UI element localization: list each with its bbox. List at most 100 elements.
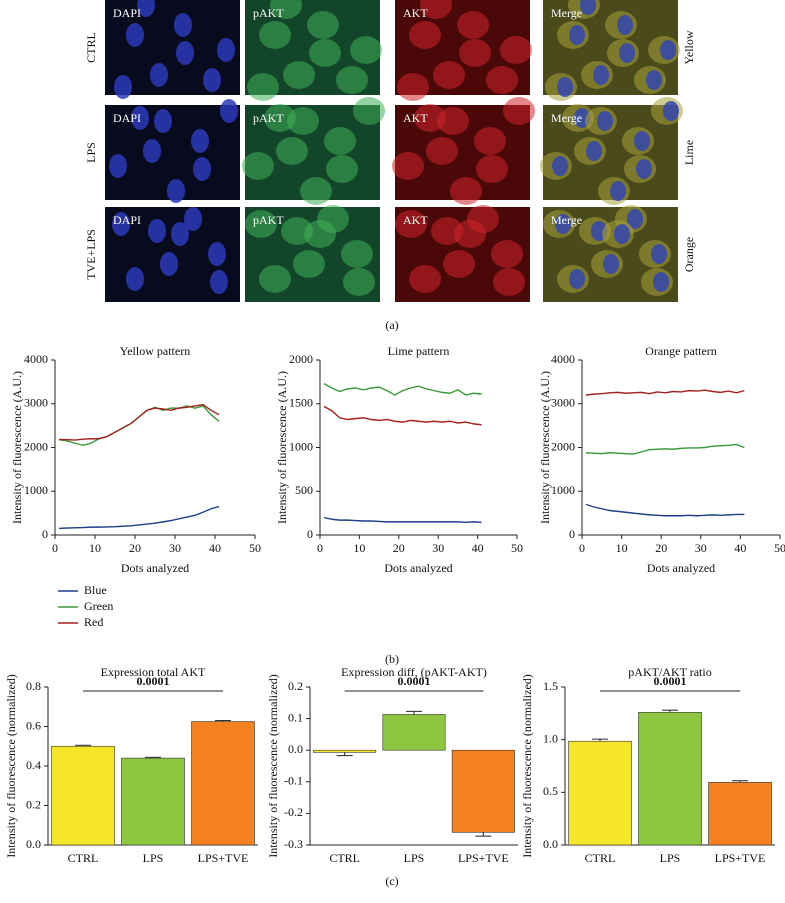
x-tick-label: 0 [579,541,585,555]
panel-caption: (b) [385,652,399,666]
row-label: CTRL [84,32,98,63]
nucleus [663,101,679,121]
y-tick-label: 500 [295,483,313,497]
nucleus [593,65,609,85]
y-tick-label: 0.5 [543,784,558,798]
cell [324,127,356,155]
bar [121,757,185,846]
cell [245,210,277,238]
data-line [323,405,482,426]
y-tick-label: -0.3 [284,837,303,851]
x-tick-label: LPS [143,851,164,865]
cell [276,137,308,165]
p-value: 0.0001 [398,674,431,688]
x-tick-label: 10 [353,541,365,555]
x-tick-label: 50 [249,541,261,555]
cell [114,75,132,99]
cell [459,39,491,67]
y-tick-label: 1000 [289,439,313,453]
channel-label: Merge [551,6,582,20]
x-tick-label: 20 [655,541,667,555]
y-tick-label: 1000 [24,483,48,497]
x-tick-label: 30 [432,541,444,555]
cell [503,97,535,125]
channel-label: pAKT [253,213,284,227]
cell [174,13,192,37]
nucleus [627,209,643,229]
nucleus [603,254,619,274]
cell [343,268,375,296]
channel-label: AKT [403,213,428,227]
cell [491,240,523,268]
cell [270,0,302,19]
p-value: 0.0001 [654,674,687,688]
cell [454,220,486,248]
cell [191,129,209,153]
y-tick-label: 0.0 [288,742,303,756]
y-axis-label: Intensity of fluorescence (A.U.) [10,371,24,524]
nucleus [651,244,667,264]
y-tick-label: 0 [569,527,575,541]
channel-label: AKT [403,111,428,125]
cell [395,210,427,238]
legend-label: Red [84,615,103,629]
cell [392,152,424,180]
cell [259,21,291,49]
x-tick-label: 40 [209,541,221,555]
data-line [59,403,220,441]
cell [457,11,489,39]
x-tick-label: 30 [695,541,707,555]
cell [283,61,315,89]
y-tick-label: 3000 [551,396,575,410]
cell [474,127,506,155]
cell [326,155,358,183]
cell [208,242,226,266]
p-value: 0.0001 [137,674,170,688]
bar [568,740,632,846]
cell [160,252,178,276]
bar [51,745,115,846]
y-tick-label: 0 [42,527,48,541]
y-tick-label: 0.2 [26,797,41,811]
cell [443,250,475,278]
row-label: TVE+LPS [84,229,98,280]
cell [193,157,211,181]
bar [191,721,255,846]
data-line [585,503,745,517]
cell [203,68,221,92]
y-tick-label: 0.4 [26,758,41,772]
x-tick-label: 0 [317,541,323,555]
y-tick-label: 0.0 [26,837,41,851]
nucleus [597,111,613,131]
cell [176,41,194,65]
legend-label: Green [84,599,113,613]
pattern-label: Yellow [682,30,696,64]
data-line [323,516,482,524]
nucleus [557,77,573,97]
x-tick-label: LPS+TVE [458,851,509,865]
cell [409,21,441,49]
nucleus [614,224,630,244]
cell [336,66,368,94]
cell [126,267,144,291]
channel-label: pAKT [253,111,284,125]
cell [486,66,518,94]
y-tick-label: 4000 [551,352,575,366]
y-tick-label: -0.1 [284,774,303,788]
y-tick-label: 1.5 [543,679,558,693]
x-tick-label: LPS+TVE [715,851,766,865]
y-tick-label: 0.0 [543,837,558,851]
nucleus [619,43,635,63]
x-tick-label: 20 [393,541,405,555]
x-axis-label: Dots analyzed [384,561,452,575]
cell [300,177,332,205]
cell [210,270,228,294]
cell [437,107,469,135]
cell [131,106,149,130]
cell [184,207,202,231]
cell [293,250,325,278]
y-tick-label: 3000 [24,396,48,410]
y-axis-label: Intensity of fluorescence (A.U.) [538,371,552,524]
nucleus [569,269,585,289]
bar [382,714,446,751]
